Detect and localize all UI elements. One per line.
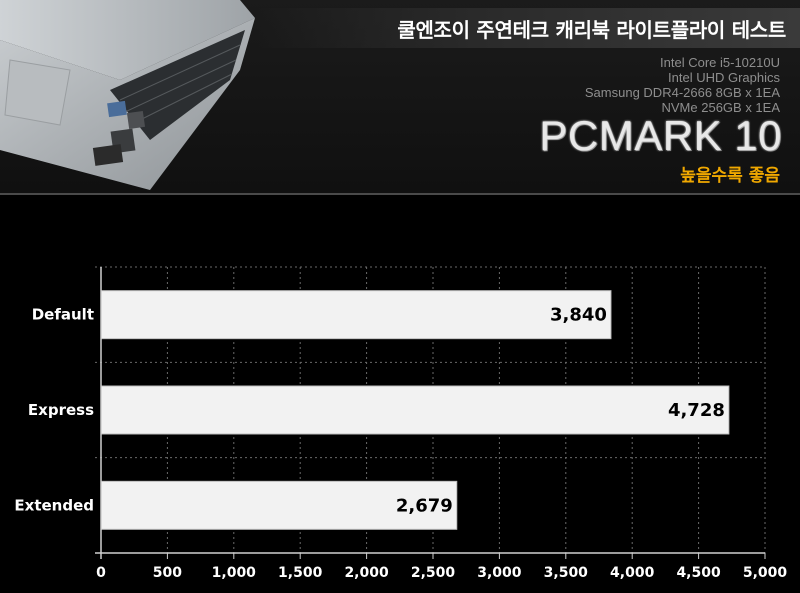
category-label: Default xyxy=(32,306,94,324)
bar-chart: Default 3,840 Express 4,728 Extended 2,679 0 50… xyxy=(14,266,788,581)
x-tick-label: 2,000 xyxy=(344,565,389,581)
title-bar xyxy=(258,8,800,48)
bar-default xyxy=(100,290,612,340)
benchmark-name: PCMARK 10 xyxy=(539,112,782,159)
x-tick-label: 500 xyxy=(153,565,182,581)
x-tick-label: 4,000 xyxy=(610,565,655,581)
x-tick-label: 3,000 xyxy=(477,565,522,581)
category-label: Extended xyxy=(14,496,94,514)
spec-memory: Samsung DDR4-2666 8GB x 1EA xyxy=(584,85,780,100)
spec-storage: NVMe 256GB x 1EA xyxy=(661,100,781,115)
x-tick-label: 0 xyxy=(96,565,106,581)
x-tick-label: 4,500 xyxy=(676,565,721,581)
value-label: 4,728 xyxy=(668,400,725,421)
x-tick-label: 1,500 xyxy=(278,565,323,581)
x-tick-label: 1,000 xyxy=(212,565,257,581)
bar-extended xyxy=(100,480,458,530)
category-label: Express xyxy=(28,401,94,419)
laptop-image xyxy=(0,0,255,190)
x-tick-label: 2,500 xyxy=(411,565,456,581)
spec-gpu: Intel UHD Graphics xyxy=(668,70,780,85)
value-label: 3,840 xyxy=(550,305,607,326)
page-title: 쿨엔조이 주연테크 캐리북 라이트플라이 테스트 xyxy=(397,18,786,42)
x-tick-label: 5,000 xyxy=(743,565,788,581)
value-label: 2,679 xyxy=(396,495,453,516)
header-divider xyxy=(0,193,800,195)
bar-express xyxy=(100,385,730,435)
spec-cpu: Intel Core i5-10210U xyxy=(660,55,780,70)
higher-is-better-note: 높을수록 좋음 xyxy=(680,166,780,186)
x-tick-label: 3,500 xyxy=(544,565,589,581)
header: 쿨엔조이 주연테크 캐리북 라이트플라이 테스트 Intel Core i5-1… xyxy=(0,0,800,193)
